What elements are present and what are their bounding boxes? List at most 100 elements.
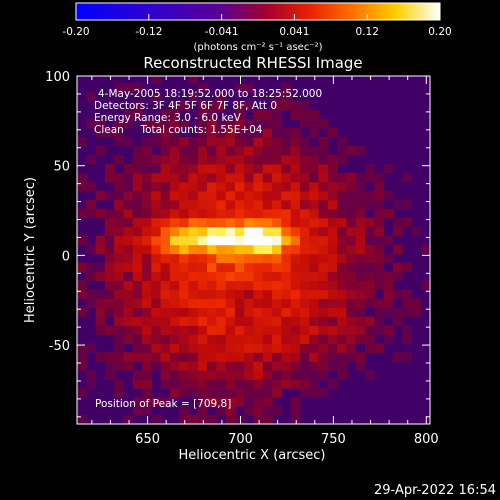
- heatmap-cell: [169, 379, 180, 389]
- heatmap-cell: [346, 217, 357, 228]
- heatmap-cell: [244, 406, 255, 416]
- heatmap-cell: [216, 370, 227, 380]
- heatmap-cell: [346, 352, 357, 362]
- x-tick-label: 700: [228, 432, 253, 447]
- heatmap-cell: [262, 415, 273, 424]
- heatmap-cell: [244, 101, 255, 111]
- heatmap-cell: [281, 92, 292, 102]
- heatmap-cell: [225, 181, 236, 192]
- heatmap-cell: [142, 280, 152, 291]
- heatmap-cell: [262, 110, 273, 120]
- heatmap-cell: [142, 154, 152, 165]
- heatmap-cell: [216, 352, 227, 362]
- heatmap-cell: [151, 181, 162, 192]
- heatmap-cell: [346, 289, 357, 300]
- heatmap-cell: [197, 379, 208, 389]
- heatmap-cell: [142, 262, 152, 273]
- heatmap-cell: [188, 172, 199, 183]
- heatmap-cell: [234, 83, 245, 93]
- heatmap-cell: [188, 415, 199, 424]
- heatmap-cell: [104, 289, 115, 300]
- heatmap-cell: [299, 235, 310, 246]
- heatmap-cell: [244, 370, 255, 380]
- heatmap-cell: [262, 235, 273, 246]
- heatmap-cell: [207, 379, 217, 389]
- heatmap-cell: [244, 289, 255, 300]
- heatmap-cell: [234, 379, 245, 389]
- heatmap-cell: [420, 244, 430, 255]
- heatmap-cell: [355, 145, 366, 156]
- x-tick-label: 800: [414, 432, 439, 447]
- heatmap-cell: [327, 181, 338, 192]
- heatmap-cell: [216, 119, 227, 129]
- heatmap-cell: [309, 110, 320, 120]
- heatmap-cell: [272, 119, 282, 129]
- heatmap-cell: [374, 262, 385, 273]
- heatmap-cell: [392, 289, 403, 300]
- heatmap-cell: [197, 253, 208, 264]
- heatmap-cell: [299, 271, 310, 282]
- heatmap-cell: [142, 119, 152, 129]
- heatmap-cell: [179, 253, 190, 264]
- heatmap-cell: [290, 154, 301, 165]
- heatmap-cell: [253, 172, 264, 183]
- heatmap-cell: [114, 271, 125, 282]
- heatmap-cell: [337, 361, 347, 371]
- heatmap-cell: [160, 253, 171, 264]
- heatmap-cell: [216, 190, 227, 201]
- heatmap-cell: [216, 145, 227, 156]
- heatmap-cell: [169, 226, 180, 237]
- heatmap-cell: [244, 397, 255, 407]
- heatmap-cell: [123, 298, 134, 309]
- heatmap-cell: [197, 370, 208, 380]
- heatmap-cell: [197, 83, 208, 93]
- heatmap-cell: [179, 343, 190, 353]
- colorbar: -0.20 -0.12 -0.041 0.041 0.12 0.20 (photons c…: [62, 2, 452, 53]
- heatmap-cell: [253, 271, 264, 282]
- peak-position-label: Position of Peak = [709,8]: [95, 398, 231, 410]
- heatmap-cell: [262, 280, 273, 291]
- heatmap-cell: [151, 199, 162, 210]
- heatmap-cell: [132, 271, 143, 282]
- heatmap-cell: [318, 388, 329, 398]
- heatmap-cell: [197, 415, 208, 424]
- colorbar-tick-label: -0.20: [62, 26, 89, 38]
- heatmap-cell: [244, 298, 255, 309]
- y-tick-label: 50: [53, 160, 70, 175]
- heatmap-cell: [364, 325, 375, 335]
- heatmap-cell: [160, 199, 171, 210]
- heatmap-cell: [337, 226, 347, 237]
- heatmap-cell: [188, 208, 199, 219]
- heatmap-cell: [216, 253, 227, 264]
- heatmap-cell: [197, 190, 208, 201]
- heatmap-cell: [142, 298, 152, 309]
- heatmap-cell: [253, 145, 264, 156]
- heatmap-cell: [262, 154, 273, 165]
- heatmap-cell: [169, 128, 180, 138]
- heatmap-cell: [225, 334, 236, 344]
- heatmap-cell: [216, 397, 227, 407]
- heatmap-cell: [77, 343, 87, 353]
- heatmap-cell: [244, 334, 255, 344]
- heatmap-cell: [253, 406, 264, 416]
- heatmap-cell: [234, 325, 245, 335]
- heatmap-cell: [169, 199, 180, 210]
- heatmap-cell: [132, 190, 143, 201]
- heatmap-cell: [179, 190, 190, 201]
- heatmap-cell: [253, 307, 264, 317]
- heatmap-cell: [197, 235, 208, 246]
- heatmap-cell: [355, 244, 366, 255]
- heatmap-cell: [253, 289, 264, 300]
- heatmap-cell: [337, 154, 347, 165]
- heatmap-cell: [355, 361, 366, 371]
- heatmap-cell: [337, 181, 347, 192]
- heatmap-cell: [290, 361, 301, 371]
- heatmap-cell: [318, 235, 329, 246]
- heatmap-cell: [318, 119, 329, 129]
- heatmap-cell: [123, 83, 134, 93]
- heatmap-cell: [160, 343, 171, 353]
- colorbar-frame: [75, 2, 441, 21]
- heatmap-cell: [188, 361, 199, 371]
- heatmap-cell: [281, 181, 292, 192]
- heatmap-cell: [290, 226, 301, 237]
